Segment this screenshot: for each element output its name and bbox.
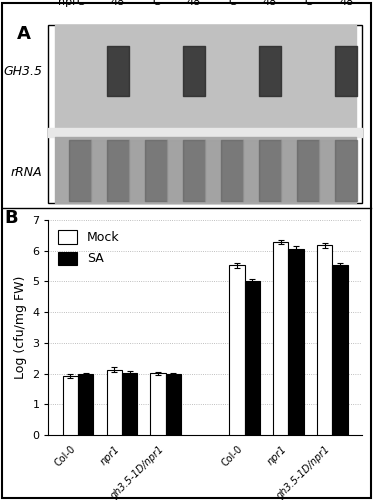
Bar (332, 264, 348, 435)
Y-axis label: Log (cfu/mg FW): Log (cfu/mg FW) (14, 276, 27, 379)
Text: rRNA: rRNA (10, 166, 42, 179)
Bar (317, 245, 332, 435)
Text: C: C (152, 0, 160, 7)
Text: gh3.5-1D/npr1: gh3.5-1D/npr1 (275, 444, 332, 500)
Text: Col-0: Col-0 (220, 444, 245, 468)
Text: A: A (17, 25, 31, 43)
Text: 48: 48 (187, 0, 201, 7)
FancyBboxPatch shape (48, 25, 362, 203)
Text: C: C (228, 0, 236, 7)
Bar (288, 248, 304, 435)
Bar (166, 374, 181, 435)
Bar (245, 281, 260, 435)
Text: npr1: npr1 (99, 444, 122, 466)
Text: 48: 48 (263, 0, 277, 7)
Text: 48: 48 (339, 0, 353, 7)
Bar (63, 376, 78, 435)
Text: hpi: hpi (58, 0, 75, 7)
Legend: Mock, SA: Mock, SA (55, 226, 123, 269)
Text: GH3.5: GH3.5 (3, 64, 42, 78)
Bar (229, 266, 245, 435)
Text: 48: 48 (111, 0, 125, 7)
Bar (122, 373, 137, 435)
Bar (107, 370, 122, 435)
Bar (78, 374, 93, 435)
Text: C: C (76, 0, 84, 7)
Bar (273, 242, 288, 435)
Text: B: B (4, 209, 18, 227)
Bar (150, 374, 166, 435)
Text: C: C (304, 0, 312, 7)
Text: Col-0: Col-0 (53, 444, 78, 468)
Text: npr1: npr1 (265, 444, 288, 466)
Text: gh3.5-1D/npr1: gh3.5-1D/npr1 (108, 444, 166, 500)
